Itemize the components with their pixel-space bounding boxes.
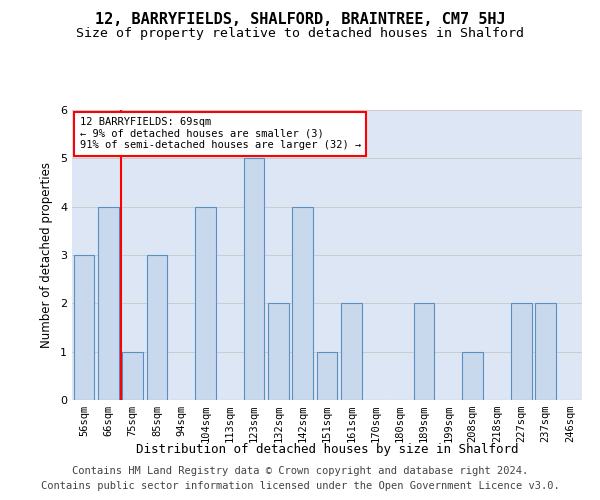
Bar	[511, 304, 532, 400]
Bar	[122, 352, 143, 400]
Text: Size of property relative to detached houses in Shalford: Size of property relative to detached ho…	[76, 28, 524, 40]
Bar	[414, 304, 434, 400]
Bar	[317, 352, 337, 400]
Text: 12 BARRYFIELDS: 69sqm
← 9% of detached houses are smaller (3)
91% of semi-detach: 12 BARRYFIELDS: 69sqm ← 9% of detached h…	[80, 117, 361, 150]
Bar	[463, 352, 483, 400]
Bar	[268, 304, 289, 400]
Text: Contains HM Land Registry data © Crown copyright and database right 2024.: Contains HM Land Registry data © Crown c…	[72, 466, 528, 476]
Text: Distribution of detached houses by size in Shalford: Distribution of detached houses by size …	[136, 442, 518, 456]
Text: Contains public sector information licensed under the Open Government Licence v3: Contains public sector information licen…	[41, 481, 559, 491]
Bar	[74, 255, 94, 400]
Y-axis label: Number of detached properties: Number of detached properties	[40, 162, 53, 348]
Text: 12, BARRYFIELDS, SHALFORD, BRAINTREE, CM7 5HJ: 12, BARRYFIELDS, SHALFORD, BRAINTREE, CM…	[95, 12, 505, 28]
Bar	[535, 304, 556, 400]
Bar	[195, 206, 216, 400]
Bar	[146, 255, 167, 400]
Bar	[341, 304, 362, 400]
Bar	[98, 206, 119, 400]
Bar	[292, 206, 313, 400]
Bar	[244, 158, 265, 400]
